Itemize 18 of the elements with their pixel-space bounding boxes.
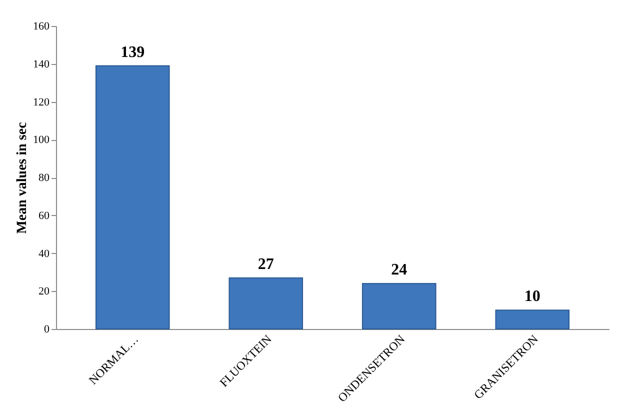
data-label: 27 <box>258 256 274 273</box>
y-tick-label: 160 <box>33 20 50 32</box>
y-tick-label: 100 <box>33 134 50 146</box>
y-axis-title: Mean values in sec <box>15 122 30 234</box>
bar <box>495 310 570 330</box>
y-tick-label: 60 <box>38 210 50 222</box>
bar <box>228 277 304 330</box>
y-tick-label: 20 <box>38 286 50 298</box>
bar <box>362 283 436 330</box>
data-label: 139 <box>120 44 145 61</box>
y-tick-label: 120 <box>33 96 50 108</box>
y-tick-label: 80 <box>38 172 50 184</box>
bar <box>95 65 170 330</box>
y-tick-label: 40 <box>38 248 50 260</box>
y-tick-label: 140 <box>33 58 50 70</box>
data-label: 24 <box>391 262 408 279</box>
y-tick-label: 0 <box>44 324 50 336</box>
data-label: 10 <box>524 288 540 306</box>
